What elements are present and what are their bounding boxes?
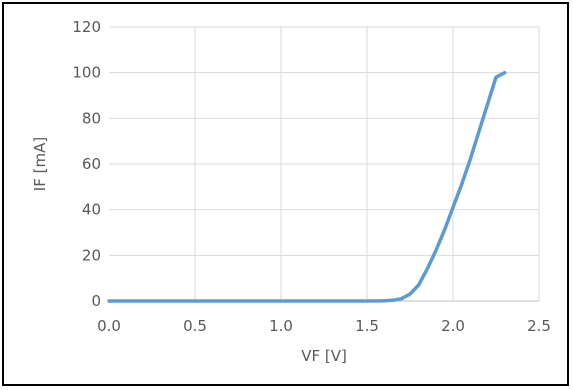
series-layer bbox=[107, 70, 507, 303]
x-tick-label: 1.0 bbox=[269, 317, 293, 335]
x-tick-label: 2.5 bbox=[527, 317, 551, 335]
y-tick-label: 60 bbox=[82, 155, 101, 173]
x-tick-label: 0.0 bbox=[97, 317, 121, 335]
y-tick-label: 20 bbox=[82, 246, 101, 264]
y-tick-label: 40 bbox=[82, 201, 101, 219]
y-tick-label: 80 bbox=[82, 109, 101, 127]
y-tick-label: 0 bbox=[91, 292, 101, 310]
x-tick-label: 2.0 bbox=[441, 317, 465, 335]
grid-lines bbox=[109, 26, 540, 301]
x-axis-title: VF [V] bbox=[301, 347, 347, 365]
x-tick-label: 0.5 bbox=[183, 317, 207, 335]
chart-frame bbox=[2, 2, 569, 386]
y-tick-label: 120 bbox=[72, 18, 101, 36]
y-tick-label: 100 bbox=[72, 64, 101, 82]
x-tick-label: 1.5 bbox=[355, 317, 379, 335]
tick-labels: 0.0 0.5 1.0 1.5 2.0 2.5 0 20 40 60 80 100 120 bbox=[72, 18, 551, 335]
y-axis-title: IF [mA] bbox=[31, 137, 49, 191]
series-line bbox=[107, 70, 507, 303]
